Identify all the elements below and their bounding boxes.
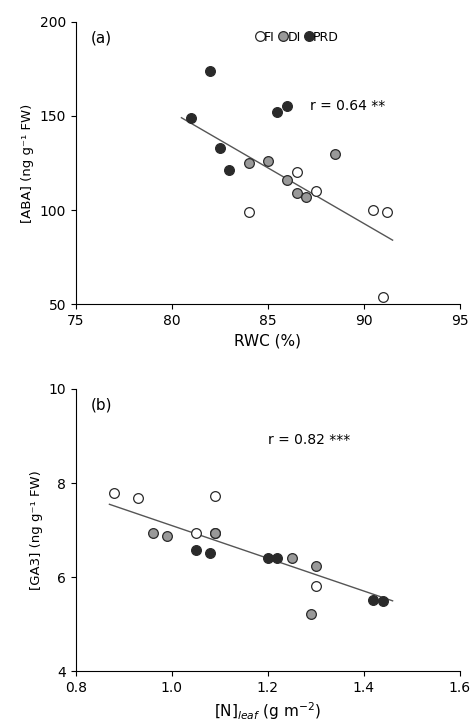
DI (284, 175, 290, 184)
Text: (a): (a) (91, 30, 112, 45)
PRD (188, 113, 194, 122)
FI (246, 207, 252, 216)
PRD (217, 144, 223, 152)
DI (332, 149, 338, 158)
Legend: FI, DI, PRD: FI, DI, PRD (258, 31, 339, 44)
FI (384, 207, 390, 216)
PRD (284, 102, 290, 110)
PRD (274, 108, 280, 116)
PRD (208, 66, 213, 75)
FI (380, 292, 386, 301)
Text: r = 0.82 ***: r = 0.82 *** (268, 432, 350, 447)
Y-axis label: [GA3] (ng g⁻¹ FW): [GA3] (ng g⁻¹ FW) (30, 470, 43, 590)
DI (294, 188, 300, 197)
X-axis label: RWC (%): RWC (%) (234, 334, 301, 349)
Line: PRD: PRD (186, 66, 292, 175)
FI (313, 187, 319, 196)
PRD (227, 166, 232, 175)
Y-axis label: [ABA] (ng g⁻¹ FW): [ABA] (ng g⁻¹ FW) (21, 103, 34, 222)
FI (294, 168, 300, 177)
Text: r = 0.64 **: r = 0.64 ** (310, 100, 385, 113)
Line: DI: DI (244, 149, 340, 201)
DI (303, 193, 309, 201)
X-axis label: [N]$_{leaf}$ (g m$^{-2}$): [N]$_{leaf}$ (g m$^{-2}$) (214, 701, 321, 722)
FI (371, 206, 376, 214)
Text: (b): (b) (91, 397, 113, 412)
DI (265, 157, 271, 165)
Line: FI: FI (244, 168, 392, 302)
DI (246, 159, 252, 168)
